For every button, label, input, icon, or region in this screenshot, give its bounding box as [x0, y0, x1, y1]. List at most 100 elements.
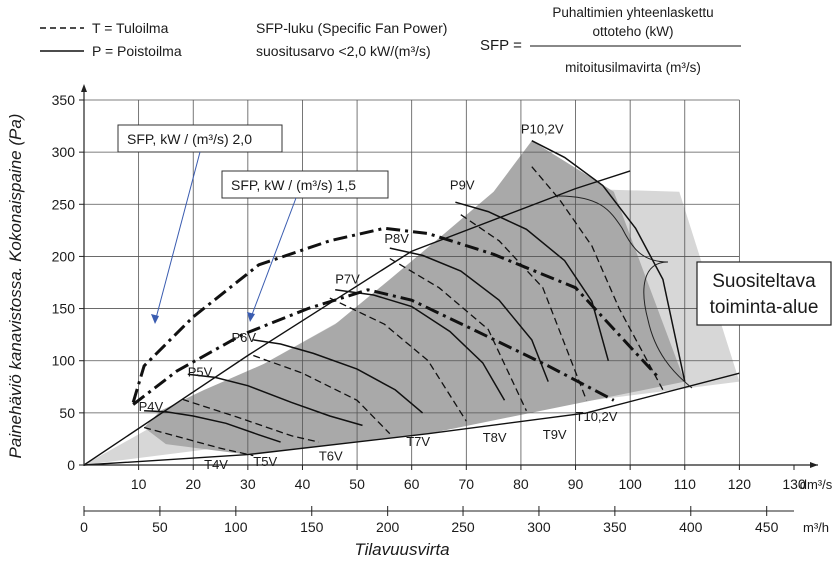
callout-sfp-15-box: [221, 170, 389, 199]
supply-curve-label-5: T9V: [543, 427, 567, 442]
exhaust-curve-0: [144, 410, 281, 443]
legend-supply-text: T = Tuloilma: [92, 20, 169, 36]
callout-sfp-2-text: SFP, kW / (m³/s) 2,0: [127, 131, 252, 147]
exhaust-curve-label-4: P8V: [384, 231, 409, 246]
x-tick-label-0: 10: [131, 476, 147, 492]
supply-curve-6: [531, 166, 664, 391]
callout-sfp-15-arrowhead: [247, 312, 255, 322]
system-curves: [131, 226, 659, 406]
y-tick-label-0: 0: [67, 457, 75, 473]
x-tick-label-1: 20: [185, 476, 201, 492]
x-axis-title: Tilavuusvirta: [354, 540, 449, 559]
supply-curve-0: [143, 426, 254, 457]
lower-boundary-line: [83, 372, 740, 466]
x2-tick-label-6: 300: [527, 519, 551, 535]
x-tick-label-5: 60: [404, 476, 420, 492]
x2-tick-label-3: 150: [300, 519, 324, 535]
y-tick-label-2: 100: [52, 353, 76, 369]
upper-boundary-line: [83, 170, 631, 466]
x-tick-label-2: 30: [240, 476, 256, 492]
x2-tick-label-0: 0: [80, 519, 88, 535]
supply-curve-label-1: T5V: [253, 454, 277, 469]
sfp-note-line1: SFP-luku (Specific Fan Power): [256, 20, 447, 36]
x-tick-label-10: 110: [674, 476, 697, 492]
exhaust-curve-label-3: P7V: [335, 272, 360, 287]
x-tick-label-9: 100: [618, 476, 642, 492]
x2-tick-label-2: 100: [224, 519, 248, 535]
callout-sfp-2-arrowhead: [151, 314, 159, 324]
formula-lhs: SFP =: [480, 37, 522, 54]
supply-curve-label-4: T8V: [483, 430, 507, 445]
exhaust-curve-label-1: P5V: [188, 364, 213, 379]
sfp-system-curve-1: [132, 288, 615, 406]
formula-numerator-line1: Puhaltimien yhteenlaskettu: [552, 5, 713, 20]
exhaust-curve-label-5: P9V: [450, 178, 475, 193]
x-tick-label-8: 90: [568, 476, 584, 492]
recommended-area-line2: toiminta-alue: [710, 297, 819, 318]
y-tick-label-1: 50: [59, 405, 75, 421]
y-tick-label-7: 350: [52, 92, 76, 108]
x2-tick-label-4: 200: [376, 519, 400, 535]
recommended-area: Suositeltava toiminta-alue: [557, 195, 832, 389]
supply-curve-2: [253, 354, 391, 435]
axes: 0 50 100 150 200 250 300 350 10 20 30 40 50 60 70 80 90 1…: [52, 84, 818, 535]
exhaust-curve-1: [187, 373, 363, 427]
formula-denominator: mitoitusilmavirta (m³/s): [565, 60, 701, 75]
y-axis-arrowhead: [81, 84, 87, 92]
supply-curve-1: [182, 398, 319, 443]
exhaust-curve-label-2: P6V: [231, 330, 256, 345]
x-tick-label-3: 40: [295, 476, 311, 492]
y-axis-title: Painehäviö kanavistossa. Kokonaispaine (…: [6, 114, 25, 459]
x2-tick-label-8: 400: [679, 519, 703, 535]
supply-curve-3: [329, 297, 467, 422]
y-tick-label-5: 250: [52, 196, 76, 212]
callout-sfp-2-pointer: [154, 151, 201, 323]
callouts: SFP, kW / (m³/s) 2,0 SFP, kW / (m³/s) 1,…: [117, 124, 389, 324]
supply-curve-4: [389, 257, 527, 412]
exhaust-curve-3: [335, 289, 506, 401]
recommended-area-line1: Suositeltava: [712, 271, 816, 292]
sfp-system-curve-0: [131, 226, 659, 403]
callout-sfp-15-text: SFP, kW / (m³/s) 1,5: [231, 177, 356, 193]
exhaust-curve-2: [253, 339, 424, 414]
grid-lines: [84, 99, 740, 465]
x2-tick-label-7: 350: [603, 519, 627, 535]
sfp-formula: SFP = Puhaltimien yhteenlaskettu ottoteh…: [480, 5, 741, 75]
curve-labels: P4V P5V P6V P7V P8V P9V P10,2V T4V T5V T6V T7V T8V T…: [139, 121, 618, 472]
x-tick-label-4: 50: [349, 476, 365, 492]
x-tick-label-6: 70: [459, 476, 475, 492]
fan-curves: [83, 140, 740, 466]
formula-numerator-line2: ottoteho (kW): [592, 24, 673, 39]
supply-curve-label-3: T7V: [406, 434, 430, 449]
x-axis-unit-primary: dm³/s: [800, 477, 833, 492]
exhaust-curve-6: [531, 140, 686, 382]
supply-curve-label-2: T6V: [319, 449, 343, 464]
region-dark: [144, 140, 685, 455]
exhaust-curve-5: [455, 201, 610, 361]
x-axis-arrowhead: [810, 462, 818, 468]
x-axis-unit-secondary: m³/h: [803, 520, 829, 535]
supply-curve-label-6: T10,2V: [576, 409, 618, 424]
sfp-note-line2: suositusarvo <2,0 kW/(m³/s): [256, 43, 431, 59]
x2-tick-label-5: 250: [451, 519, 475, 535]
recommended-area-box: [696, 261, 832, 326]
x-tick-label-12: 130: [782, 476, 806, 492]
y-tick-label-3: 150: [52, 301, 76, 317]
legend-exhaust-text: P = Poistoilma: [92, 43, 182, 59]
sfp-note: SFP-luku (Specific Fan Power) suositusar…: [256, 20, 447, 59]
legend: T = Tuloilma P = Poistoilma: [40, 20, 182, 59]
y-tick-label-4: 200: [52, 248, 76, 264]
exhaust-curve-4: [389, 247, 549, 382]
exhaust-curve-label-6: P10,2V: [521, 121, 564, 136]
x2-tick-label-9: 450: [755, 519, 779, 535]
x2-tick-label-1: 50: [152, 519, 168, 535]
x-tick-label-11: 120: [728, 476, 752, 492]
exhaust-curve-label-0: P4V: [139, 399, 164, 414]
x-tick-label-7: 80: [513, 476, 529, 492]
recommended-area-brace: [557, 195, 693, 389]
callout-sfp-15-pointer: [249, 197, 297, 321]
y-tick-label-6: 300: [52, 144, 76, 160]
supply-curve-label-0: T4V: [204, 457, 228, 472]
